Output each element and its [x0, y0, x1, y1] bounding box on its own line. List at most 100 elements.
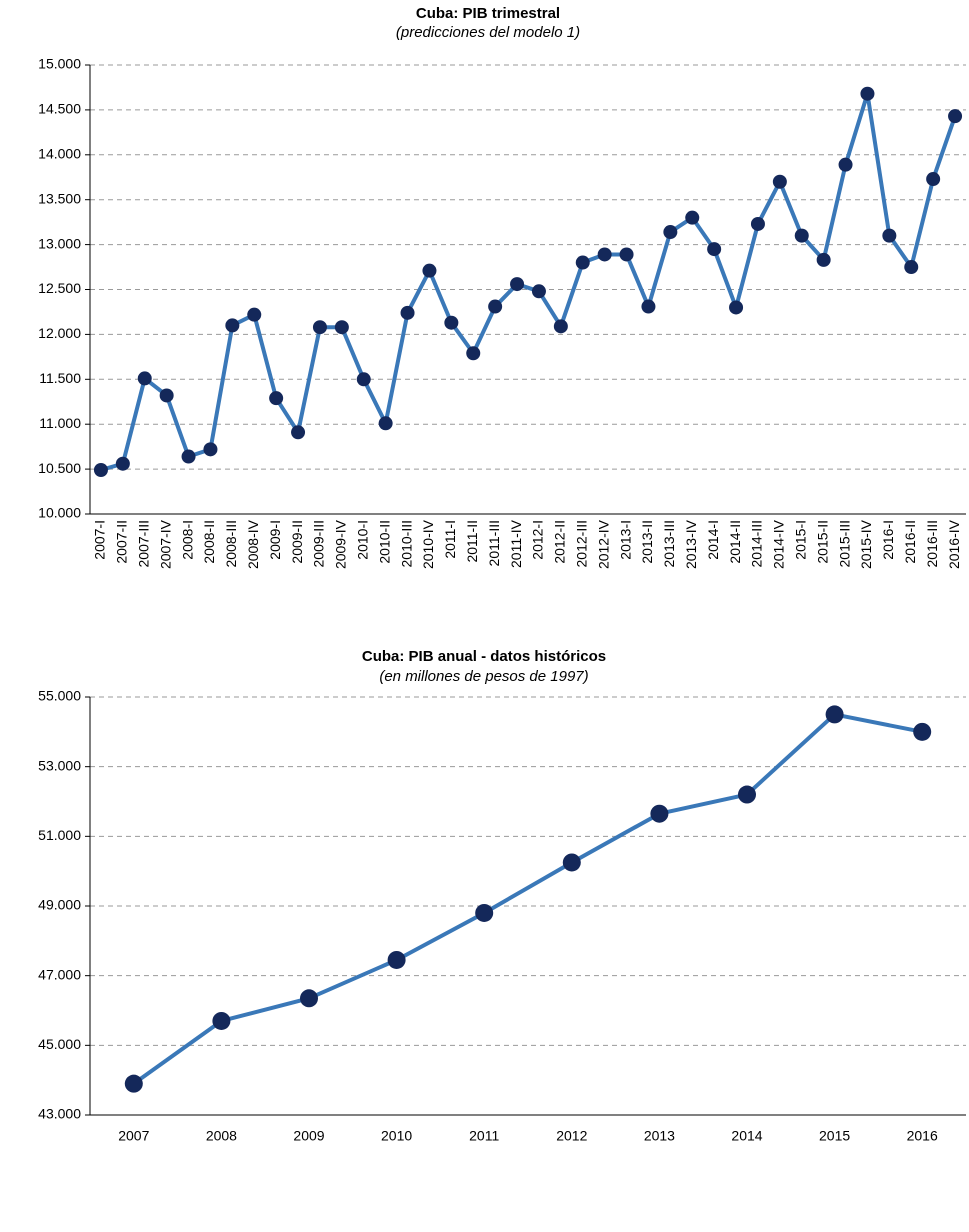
- y-tick-label: 10.500: [38, 460, 81, 476]
- y-tick-label: 14.000: [38, 146, 81, 162]
- x-tick-label: 2016-III: [924, 520, 940, 567]
- data-point: [269, 391, 284, 406]
- y-tick-label: 45.000: [38, 1036, 81, 1052]
- x-tick-label: 2009-II: [289, 520, 305, 564]
- data-point: [904, 260, 919, 275]
- x-tick-label: 2013: [644, 1128, 675, 1144]
- data-point: [772, 174, 787, 189]
- data-point: [838, 157, 853, 172]
- data-point: [203, 442, 218, 457]
- x-tick-label: 2012-IV: [595, 519, 611, 569]
- data-point: [356, 372, 371, 387]
- data-point: [488, 299, 503, 314]
- y-tick-label: 13.000: [38, 235, 81, 251]
- data-point: [137, 371, 152, 386]
- data-point: [115, 456, 130, 471]
- y-tick-label: 12.500: [38, 280, 81, 296]
- x-tick-label: 2015-I: [792, 520, 808, 560]
- x-tick-label: 2010: [381, 1128, 412, 1144]
- data-point: [466, 346, 481, 361]
- x-tick-label: 2011-IV: [508, 519, 524, 568]
- x-tick-label: 2009-I: [267, 520, 283, 560]
- x-tick-label: 2007-III: [135, 520, 151, 567]
- x-tick-label: 2011-I: [442, 520, 458, 559]
- x-tick-label: 2011-II: [464, 520, 480, 563]
- x-tick-label: 2015-IV: [858, 519, 874, 569]
- data-point: [422, 263, 437, 278]
- y-tick-label: 51.000: [38, 827, 81, 843]
- y-tick-label: 15.000: [38, 56, 81, 72]
- x-tick-label: 2012-III: [573, 520, 589, 567]
- x-tick-label: 2007-II: [114, 520, 130, 564]
- data-point: [816, 252, 831, 267]
- x-tick-label: 2007: [118, 1128, 149, 1144]
- x-tick-label: 2013-I: [617, 520, 633, 560]
- x-tick-label: 2014-IV: [771, 519, 787, 569]
- data-point: [948, 109, 963, 124]
- y-tick-label: 11.000: [39, 415, 81, 431]
- data-point: [553, 319, 568, 334]
- chart-title: Cuba: PIB anual - datos históricos: [362, 648, 606, 665]
- x-tick-label: 2015-III: [836, 520, 852, 567]
- data-point: [475, 903, 494, 922]
- data-point: [619, 247, 634, 262]
- y-tick-label: 13.500: [38, 190, 81, 206]
- x-tick-label: 2013-II: [639, 520, 655, 564]
- data-point: [531, 284, 546, 299]
- y-tick-label: 49.000: [38, 897, 81, 913]
- x-tick-label: 2012-II: [552, 520, 568, 564]
- data-point: [562, 853, 581, 872]
- x-tick-label: 2010-IV: [420, 519, 436, 569]
- x-tick-label: 2015-II: [814, 520, 830, 564]
- y-tick-label: 53.000: [38, 757, 81, 773]
- data-point: [510, 277, 525, 292]
- data-point: [707, 242, 722, 257]
- data-point: [860, 86, 875, 101]
- data-point: [750, 216, 765, 231]
- data-point: [650, 804, 669, 823]
- data-line: [100, 91, 957, 472]
- x-tick-label: 2013-III: [661, 520, 677, 567]
- x-tick-label: 2010-I: [354, 520, 370, 560]
- x-tick-label: 2010-III: [398, 520, 414, 567]
- data-point: [387, 950, 406, 969]
- data-line: [132, 712, 923, 1086]
- data-point: [663, 225, 678, 240]
- y-tick-label: 55.000: [38, 688, 81, 704]
- data-point: [597, 247, 612, 262]
- x-tick-label: 2009-III: [311, 520, 327, 567]
- data-point: [794, 228, 809, 243]
- x-tick-label: 2016-I: [880, 520, 896, 560]
- data-point: [738, 785, 756, 804]
- data-point: [926, 172, 941, 187]
- x-tick-label: 2009: [293, 1128, 324, 1144]
- x-tick-label: 2008-IV: [245, 519, 261, 569]
- data-point: [913, 722, 932, 741]
- data-point: [159, 388, 174, 403]
- data-point: [685, 210, 700, 225]
- data-point: [378, 416, 393, 431]
- x-tick-label: 2010-II: [376, 520, 392, 564]
- x-tick-label: 2014: [731, 1128, 762, 1144]
- chart-title: Cuba: PIB trimestral: [416, 5, 560, 22]
- x-tick-label: 2008-II: [201, 520, 217, 564]
- x-tick-label: 2016-IV: [946, 519, 962, 569]
- x-tick-label: 2012: [556, 1128, 587, 1144]
- x-tick-label: 2014-I: [705, 520, 721, 560]
- x-tick-label: 2014-II: [727, 520, 743, 564]
- chart-subtitle: (predicciones del modelo 1): [396, 24, 580, 41]
- data-point: [334, 320, 349, 335]
- data-point: [882, 228, 897, 243]
- y-tick-label: 43.000: [38, 1106, 81, 1122]
- data-point: [444, 315, 459, 330]
- data-point: [181, 449, 196, 464]
- data-point: [300, 989, 318, 1008]
- data-point: [124, 1074, 143, 1093]
- data-point: [247, 307, 262, 322]
- data-point: [825, 705, 844, 724]
- data-point: [212, 1011, 231, 1030]
- data-point: [641, 299, 656, 314]
- x-tick-label: 2009-IV: [333, 519, 349, 569]
